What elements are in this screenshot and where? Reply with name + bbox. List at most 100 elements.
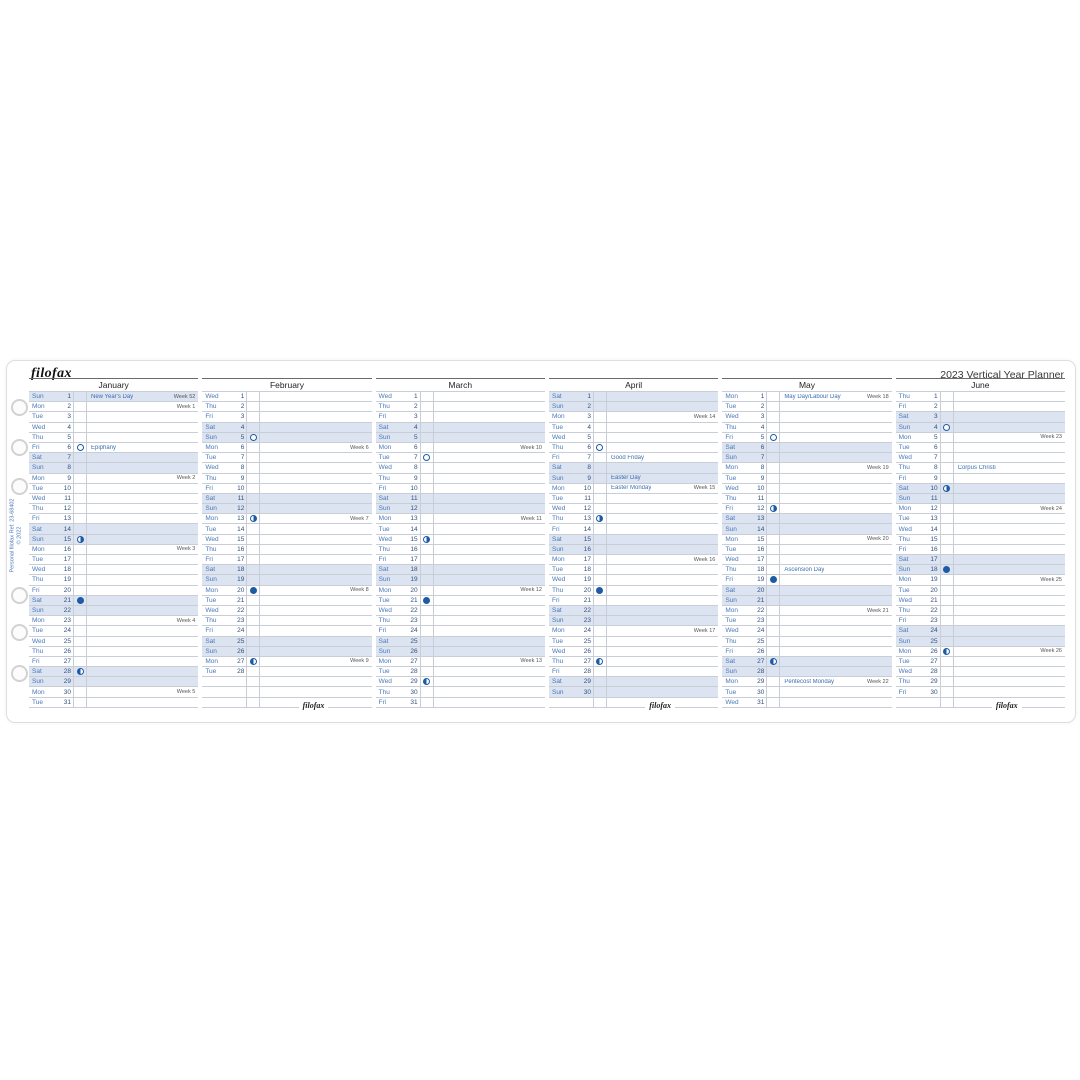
moon-cell (939, 504, 954, 514)
day-number: 29 (757, 678, 765, 686)
full-moon-icon (769, 433, 777, 441)
notes-cell: Week 17 (607, 626, 718, 635)
day-abbrev: Tue (725, 545, 737, 553)
notes-cell (260, 423, 371, 432)
month-column-may: May Mon 1 May Day/Labour Day Week 18 Tue 2 Wed 3… (722, 378, 892, 708)
notes-cell (87, 494, 198, 503)
bottom-brand-wrap: filofax (949, 695, 1065, 713)
moon-cell (246, 616, 261, 626)
moon-cell (592, 555, 607, 565)
notes-cell (260, 575, 371, 584)
moon-cell (939, 646, 954, 656)
notes-cell (87, 657, 198, 666)
moon-cell (419, 534, 434, 544)
day-number: 29 (930, 678, 938, 686)
day-abbrev (549, 698, 577, 707)
day-abbrev: Sun (898, 423, 911, 431)
new-moon-icon (596, 586, 604, 594)
day-row: Mon 8 Week 19 (722, 463, 892, 474)
full-moon-icon (596, 444, 604, 452)
months-row: January Sun 1 New Year's Day Week 52 Mon 2 Week… (29, 378, 1065, 710)
notes-cell (780, 484, 891, 493)
moon-cell (939, 422, 954, 432)
day-row: Sat 21 (29, 595, 199, 606)
day-number: 9 (67, 474, 71, 482)
day-number: 3 (240, 413, 245, 421)
notes-cell (87, 565, 198, 574)
day-row: Tue 17 (29, 555, 199, 566)
day-number: 2 (414, 403, 418, 411)
day-number: 26 (237, 647, 245, 655)
notes-cell (87, 423, 198, 432)
moon-cell (766, 534, 781, 544)
notes-cell (954, 616, 1065, 625)
moon-cell (939, 555, 954, 565)
moon-cell (939, 483, 954, 493)
day-row: Wed 10 (722, 483, 892, 494)
notes-cell: Week 20 (780, 535, 891, 544)
moon-cell (73, 626, 87, 636)
moon-cell (766, 595, 781, 605)
day-number: 11 (64, 494, 71, 502)
day-row: Thu 12 (29, 504, 199, 515)
moon-cell (419, 677, 434, 687)
moon-cell (419, 565, 434, 575)
notes-cell (87, 535, 198, 544)
day-row: Tue 2 (722, 402, 892, 413)
day-number: 15 (63, 535, 71, 543)
notes-cell (434, 647, 545, 656)
day-number: 5 (414, 433, 418, 441)
day-row: Fri 20 (29, 585, 199, 596)
day-number: 17 (237, 556, 245, 564)
day-abbrev: Tue (725, 617, 737, 625)
week-number: Week 14 (693, 413, 716, 420)
day-number: 13 (583, 515, 591, 523)
notes-cell (954, 586, 1065, 595)
day-abbrev: Thu (205, 617, 217, 625)
day-abbrev: Thu (725, 566, 737, 574)
notes-cell (607, 463, 718, 472)
day-number: 10 (583, 484, 591, 492)
moon-cell (73, 677, 87, 687)
day-number: 17 (757, 556, 765, 564)
week-number: Week 13 (520, 658, 542, 665)
notes-cell: Week 4 (87, 616, 198, 625)
moon-cell (73, 565, 87, 575)
day-abbrev: Sat (898, 627, 909, 635)
week-number: Week 25 (1040, 576, 1062, 583)
day-row: Sun 30 (548, 687, 719, 698)
day-abbrev: Sat (551, 678, 562, 686)
day-number: 30 (410, 688, 418, 696)
day-row: Fri 17 (375, 555, 545, 566)
notes-cell (780, 494, 891, 503)
moon-cell (592, 565, 607, 575)
day-number: 5 (67, 433, 71, 441)
holiday-label: Epiphany (91, 444, 117, 451)
day-abbrev: Sun (32, 607, 44, 615)
notes-cell (434, 524, 545, 533)
day-abbrev: Sun (32, 393, 44, 401)
day-row: Thu 23 (202, 616, 372, 627)
day-abbrev: Wed (378, 607, 392, 615)
day-row: Mon 3 Week 14 (548, 412, 719, 423)
notes-cell (87, 698, 198, 707)
day-row: Fri 24 (202, 626, 372, 637)
notes-cell (954, 667, 1065, 676)
day-number: 23 (757, 617, 765, 625)
notes-cell (607, 616, 718, 625)
week-number: Week 23 (1040, 434, 1062, 441)
notes-cell (87, 484, 198, 493)
day-row: Mon 6 Week 6 (202, 442, 372, 454)
moon-cell (73, 514, 87, 524)
moon-cell (246, 575, 261, 585)
notes-cell: Epiphany (87, 443, 198, 452)
day-abbrev: Sun (205, 576, 217, 584)
moon-cell (73, 483, 87, 493)
week-number: Week 12 (520, 587, 542, 594)
moon-cell (766, 687, 781, 697)
day-abbrev: Sun (898, 566, 911, 574)
moon-cell (246, 453, 261, 463)
notes-cell: Corpus Christi (954, 463, 1065, 472)
day-number: 6 (934, 444, 938, 452)
moon-cell (73, 585, 87, 595)
